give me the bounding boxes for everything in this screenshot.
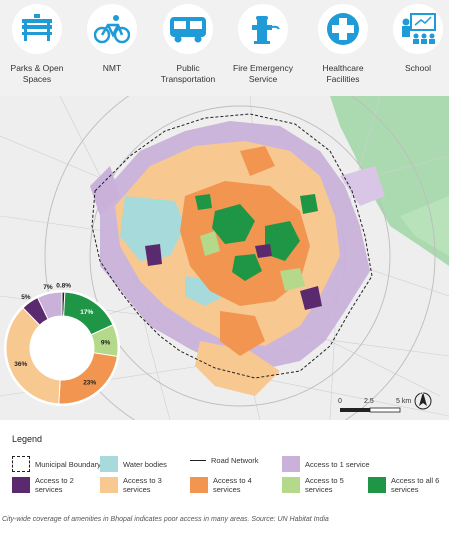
service-public-transport: Public Transportation — [150, 4, 226, 84]
donut-label: 36% — [14, 361, 27, 368]
access-5-area — [280, 268, 305, 291]
donut-label: 5% — [21, 294, 31, 301]
access-5-swatch — [282, 477, 300, 493]
legend-label: Municipal Boundary — [35, 459, 101, 469]
legend-item-access-5: Access to 5 services — [282, 476, 360, 494]
legend-label: Access to 1 service — [305, 459, 370, 469]
access-2-area — [300, 286, 322, 310]
scale-label-zero: 0 — [338, 398, 342, 405]
access-1-area — [90, 166, 120, 216]
access-donut-chart: 0.8% 17% 9% 23% 36% 5% 7% — [4, 283, 120, 406]
donut-label: 23% — [83, 380, 96, 387]
access-6-area — [265, 221, 300, 261]
legend-title: Legend — [12, 434, 43, 444]
service-school: School — [380, 4, 449, 74]
legend-label: Water bodies — [123, 459, 167, 469]
donut-label: 17% — [80, 309, 93, 316]
service-label: Parks & Open Spaces — [10, 63, 64, 84]
north-arrow-icon: N — [414, 390, 432, 410]
teacher-board-icon — [402, 13, 436, 44]
access-3-area — [195, 341, 280, 396]
north-arrow-label: N — [420, 390, 424, 396]
access-3-swatch — [100, 477, 118, 493]
access-6-area — [300, 194, 318, 214]
legend-label: Access to 4 services — [213, 476, 252, 494]
service-healthcare: Healthcare Facilities — [305, 4, 381, 84]
scale-label-mid: 2.5 — [364, 398, 374, 405]
service-label: Public Transportation — [160, 63, 216, 84]
access-4-area — [220, 311, 265, 356]
legend-item-access-1: Access to 1 service — [282, 456, 370, 472]
donut-label: 9% — [101, 339, 111, 346]
access-2-swatch — [12, 477, 30, 493]
access-4-area — [240, 146, 275, 176]
road-swatch — [190, 460, 206, 461]
bicycle-icon — [94, 15, 130, 44]
fire-hydrant-icon — [252, 16, 280, 44]
service-label: Healthcare Facilities — [322, 63, 364, 84]
water-body — [120, 196, 185, 261]
municipal-boundary — [91, 113, 373, 379]
service-parks: Parks & Open Spaces — [0, 4, 75, 84]
legend-label: Access to 2 services — [35, 476, 74, 494]
donut-label: 0.8% — [56, 283, 71, 290]
green-land-area — [400, 196, 449, 256]
legend-item-access-3: Access to 3 services — [100, 476, 182, 494]
bus-icon — [170, 17, 206, 43]
water-swatch — [100, 456, 118, 472]
donut-segment — [5, 307, 61, 405]
accessibility-map: 0 2.5 5 km N 0.8% 17% 9% 23% 36% 5% 7% — [0, 96, 449, 420]
access-6-area — [232, 254, 262, 281]
access-6-area — [212, 204, 255, 244]
figure-caption: City-wide coverage of amenities in Bhopa… — [2, 516, 329, 523]
donut-label: 7% — [43, 284, 53, 291]
scale-bar: 0 2.5 5 km — [338, 398, 411, 413]
access-4-swatch — [190, 477, 208, 493]
access-2-area — [255, 244, 272, 258]
park-bench-icon — [22, 14, 52, 41]
service-label: Fire Emergency Service — [233, 63, 293, 84]
service-fire: Fire Emergency Service — [225, 4, 301, 84]
access-5-area — [200, 231, 220, 256]
access-1-swatch — [282, 456, 300, 472]
service-label: School — [405, 63, 431, 73]
legend-label: Access to 5 services — [305, 476, 344, 494]
legend-label: Access to all 6 services — [391, 476, 440, 494]
legend: Legend Municipal Boundary Water bodies R… — [0, 420, 449, 510]
services-header: Parks & Open Spaces NMT Public Transport… — [0, 0, 449, 96]
scale-label-end: 5 km — [396, 398, 411, 405]
legend-label: Road Network — [211, 456, 259, 465]
access-1-area — [340, 166, 385, 206]
service-label: NMT — [102, 63, 122, 73]
legend-item-access-2: Access to 2 services — [12, 476, 94, 494]
municipal-boundary-swatch — [12, 456, 30, 472]
access-2-area — [145, 244, 162, 266]
access-6-swatch — [368, 477, 386, 493]
donut-segment — [36, 291, 63, 320]
service-nmt: NMT — [74, 4, 150, 74]
legend-label: Access to 3 services — [123, 476, 162, 494]
legend-item-access-6: Access to all 6 services — [368, 476, 446, 494]
legend-item-water-bodies: Water bodies — [100, 456, 167, 472]
medical-cross-icon — [327, 13, 359, 45]
legend-item-municipal-boundary: Municipal Boundary — [12, 456, 101, 472]
access-6-area — [195, 194, 212, 210]
legend-item-access-4: Access to 4 services — [190, 476, 272, 494]
access-4-area — [180, 181, 310, 306]
legend-item-road-network: Road Network — [190, 456, 259, 465]
